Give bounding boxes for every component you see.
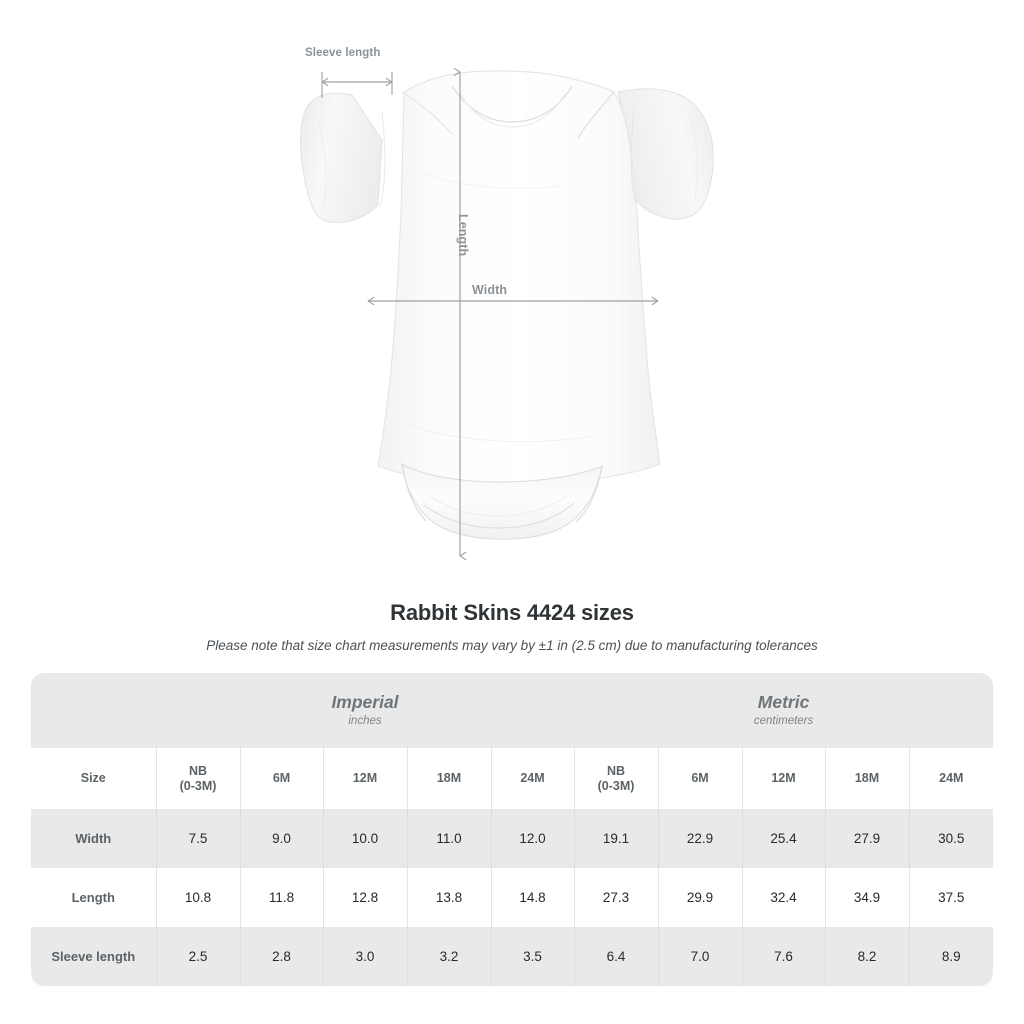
header-size-18m-metric: 18M [824,748,910,809]
unit-name-metric: Metric [757,692,810,712]
unit-banner-row: Imperial inches Metric centimeters [31,673,994,748]
left-sleeve [300,92,383,224]
cell-width-nb-imperial: 7.5 [155,809,240,868]
fold-chest [417,169,561,189]
snap-band [423,502,575,529]
right-leg-opening [575,465,603,523]
cell-length-12m-metric: 32.4 [741,868,826,927]
header-main: NB [606,763,626,778]
header-size-18m-imperial: 18M [406,748,491,809]
cell-sleeve-nb-metric: 6.4 [573,927,659,986]
size-chart-table-wrapper: Imperial inches Metric centimeters Size … [31,673,994,986]
fold-hem [391,417,597,443]
header-size-6m-imperial: 6M [239,748,323,809]
size-header-row: Size NB (0-3M) 6M 12M 18M 24M [31,748,994,809]
header-main: 6M [272,771,291,785]
header-size-12m-imperial: 12M [322,748,407,809]
header-sub: (0-3M) [597,778,635,793]
header-main: 24M [939,771,964,785]
cell-length-nb-metric: 27.3 [573,868,659,927]
row-label-sleeve-length: Sleeve length [31,927,156,986]
cell-width-18m-imperial: 11.0 [406,809,491,868]
cell-length-24m-metric: 37.5 [908,868,994,927]
cell-width-6m-metric: 22.9 [657,809,743,868]
cell-width-24m-imperial: 12.0 [490,809,575,868]
header-main: 12M [352,771,378,785]
cell-sleeve-24m-metric: 8.9 [908,927,994,986]
unit-banner-imperial: Imperial inches [156,673,575,748]
title-block: Rabbit Skins 4424 sizes Please note that… [0,598,1024,655]
cell-width-18m-metric: 27.9 [824,809,910,868]
size-chart-table: Imperial inches Metric centimeters Size … [31,673,994,986]
cell-length-6m-imperial: 11.8 [239,868,323,927]
header-size-nb-metric: NB (0-3M) [573,748,659,809]
header-main: NB [188,763,208,778]
header-main: 12M [771,771,796,785]
cell-length-18m-imperial: 13.8 [406,868,491,927]
cell-sleeve-12m-imperial: 3.0 [322,927,407,986]
cell-length-6m-metric: 29.9 [657,868,743,927]
header-main: 6M [691,771,709,785]
cell-sleeve-18m-metric: 8.2 [824,927,910,986]
header-size-24m-imperial: 24M [490,748,575,809]
unit-banner-metric: Metric centimeters [574,673,994,748]
right-shoulder-seam [577,91,615,139]
cell-width-12m-imperial: 10.0 [322,809,407,868]
header-size-24m-metric: 24M [908,748,994,809]
left-shoulder-seam [403,92,453,135]
cell-sleeve-6m-imperial: 2.8 [239,927,323,986]
snap-band-inner [429,494,569,517]
unit-sub-imperial: inches [348,715,382,727]
header-main: 24M [520,771,545,785]
header-size-nb-imperial: NB (0-3M) [155,748,240,809]
cell-sleeve-nb-imperial: 2.5 [155,927,240,986]
row-label-width: Width [31,809,156,868]
header-size-12m-metric: 12M [741,748,826,809]
header-sub: (0-3M) [179,778,217,793]
neckline-inner [459,93,566,128]
unit-banner-spacer [31,673,156,748]
table-row: Width 7.5 9.0 10.0 11.0 12.0 19.1 22.9 2… [31,809,994,868]
cell-length-24m-imperial: 14.8 [490,868,575,927]
header-size-6m-metric: 6M [657,748,743,809]
cell-width-12m-metric: 25.4 [741,809,826,868]
right-sleeve [617,88,714,220]
left-armhole-seam [379,111,386,209]
unit-name-imperial: Imperial [331,692,399,712]
page-subtitle: Please note that size chart measurements… [206,638,818,653]
fold-right-sleeve [689,111,698,205]
row-label-length: Length [31,868,156,927]
cell-length-18m-metric: 34.9 [824,868,910,927]
bodysuit-torso [377,70,661,483]
cell-width-nb-metric: 19.1 [573,809,659,868]
cell-width-6m-imperial: 9.0 [239,809,323,868]
page-title: Rabbit Skins 4424 sizes [390,600,634,625]
cell-length-12m-imperial: 12.8 [322,868,407,927]
garment-illustration: Sleeve length Length Width [300,47,714,561]
cell-length-nb-imperial: 10.8 [155,868,240,927]
cell-width-24m-metric: 30.5 [908,809,994,868]
fold-left-sleeve [317,119,327,207]
cell-sleeve-18m-imperial: 3.2 [406,927,491,986]
right-armhole-seam [630,109,637,205]
table-row: Length 10.8 11.8 12.8 13.8 14.8 27.3 29.… [31,868,994,927]
cell-sleeve-24m-imperial: 3.5 [490,927,575,986]
bodysuit-diagram [300,67,714,561]
left-leg-opening [401,463,427,522]
header-main: 18M [854,771,880,785]
cell-sleeve-12m-metric: 7.6 [741,927,826,986]
cell-sleeve-6m-metric: 7.0 [657,927,743,986]
unit-sub-metric: centimeters [753,715,814,727]
table-row: Sleeve length 2.5 2.8 3.0 3.2 3.5 6.4 7.… [31,927,994,986]
header-main: 18M [436,771,462,785]
header-size-label: Size [31,748,156,809]
